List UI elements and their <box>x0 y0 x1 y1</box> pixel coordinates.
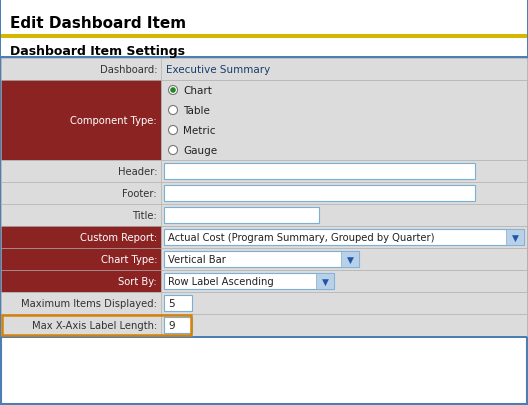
Bar <box>1 81 161 161</box>
Text: ▼: ▼ <box>512 233 518 242</box>
Text: 9: 9 <box>168 320 175 330</box>
Bar <box>1 205 527 226</box>
Text: Row Label Ascending: Row Label Ascending <box>168 276 274 286</box>
Bar <box>1 161 527 183</box>
Bar <box>164 295 192 311</box>
Text: Dashboard Item Settings: Dashboard Item Settings <box>10 45 185 58</box>
Bar <box>1 183 161 205</box>
Bar <box>161 314 527 336</box>
Bar <box>1 248 161 270</box>
Bar <box>1 226 161 248</box>
Text: Component Type:: Component Type: <box>70 116 157 126</box>
Bar <box>161 226 527 248</box>
Text: Chart: Chart <box>183 86 212 96</box>
Text: Vertical Bar: Vertical Bar <box>168 254 226 264</box>
Text: Maximum Items Displayed:: Maximum Items Displayed: <box>21 298 157 308</box>
Text: Edit Dashboard Item: Edit Dashboard Item <box>10 17 186 32</box>
Bar <box>1 57 527 59</box>
Bar <box>1 59 161 81</box>
Bar <box>1 314 161 336</box>
Bar <box>164 317 192 333</box>
Text: 5: 5 <box>168 298 175 308</box>
Bar <box>1 81 527 161</box>
Text: ▼: ▼ <box>346 255 353 264</box>
Text: Sort By:: Sort By: <box>118 276 157 286</box>
Bar <box>1 183 527 205</box>
Bar <box>164 273 334 289</box>
Bar <box>1 314 527 336</box>
Bar <box>161 248 527 270</box>
Bar <box>1 248 527 270</box>
Bar <box>164 185 475 202</box>
Bar <box>161 205 527 226</box>
Bar <box>506 230 524 245</box>
Text: Custom Report:: Custom Report: <box>80 232 157 243</box>
Bar <box>1 1 527 36</box>
Circle shape <box>168 86 177 95</box>
Bar <box>161 270 527 292</box>
Text: Header:: Header: <box>118 166 157 177</box>
Bar <box>161 161 527 183</box>
Bar <box>161 81 527 161</box>
Circle shape <box>168 126 177 135</box>
Bar <box>1 270 161 292</box>
Text: Actual Cost (Program Summary, Grouped by Quarter): Actual Cost (Program Summary, Grouped by… <box>168 232 435 243</box>
Text: Executive Summary: Executive Summary <box>166 65 270 75</box>
Bar <box>161 59 527 81</box>
Text: Table: Table <box>183 106 210 116</box>
Bar <box>1 292 161 314</box>
Bar <box>1 35 527 39</box>
Text: Gauge: Gauge <box>183 146 217 156</box>
Bar <box>1 336 527 338</box>
Text: Metric: Metric <box>183 126 215 136</box>
Bar <box>1 292 527 314</box>
Text: Footer:: Footer: <box>122 189 157 198</box>
Text: ▼: ▼ <box>322 277 328 286</box>
Text: Title:: Title: <box>132 211 157 220</box>
Text: Chart Type:: Chart Type: <box>100 254 157 264</box>
Bar <box>1 59 527 81</box>
Text: Dashboard:: Dashboard: <box>99 65 157 75</box>
Bar <box>1 205 161 226</box>
Bar <box>1 39 527 58</box>
Circle shape <box>168 106 177 115</box>
Circle shape <box>170 88 176 94</box>
Bar <box>2 315 191 335</box>
Bar <box>1 226 527 248</box>
Bar <box>316 273 334 289</box>
Bar <box>341 252 359 267</box>
Bar <box>164 207 319 224</box>
Bar <box>1 270 527 292</box>
Bar <box>164 164 475 179</box>
Bar <box>164 252 359 267</box>
Bar <box>161 292 527 314</box>
Text: Max X-Axis Label Length:: Max X-Axis Label Length: <box>32 320 157 330</box>
Bar <box>164 230 524 245</box>
Bar <box>1 161 161 183</box>
Circle shape <box>168 146 177 155</box>
Bar <box>161 183 527 205</box>
